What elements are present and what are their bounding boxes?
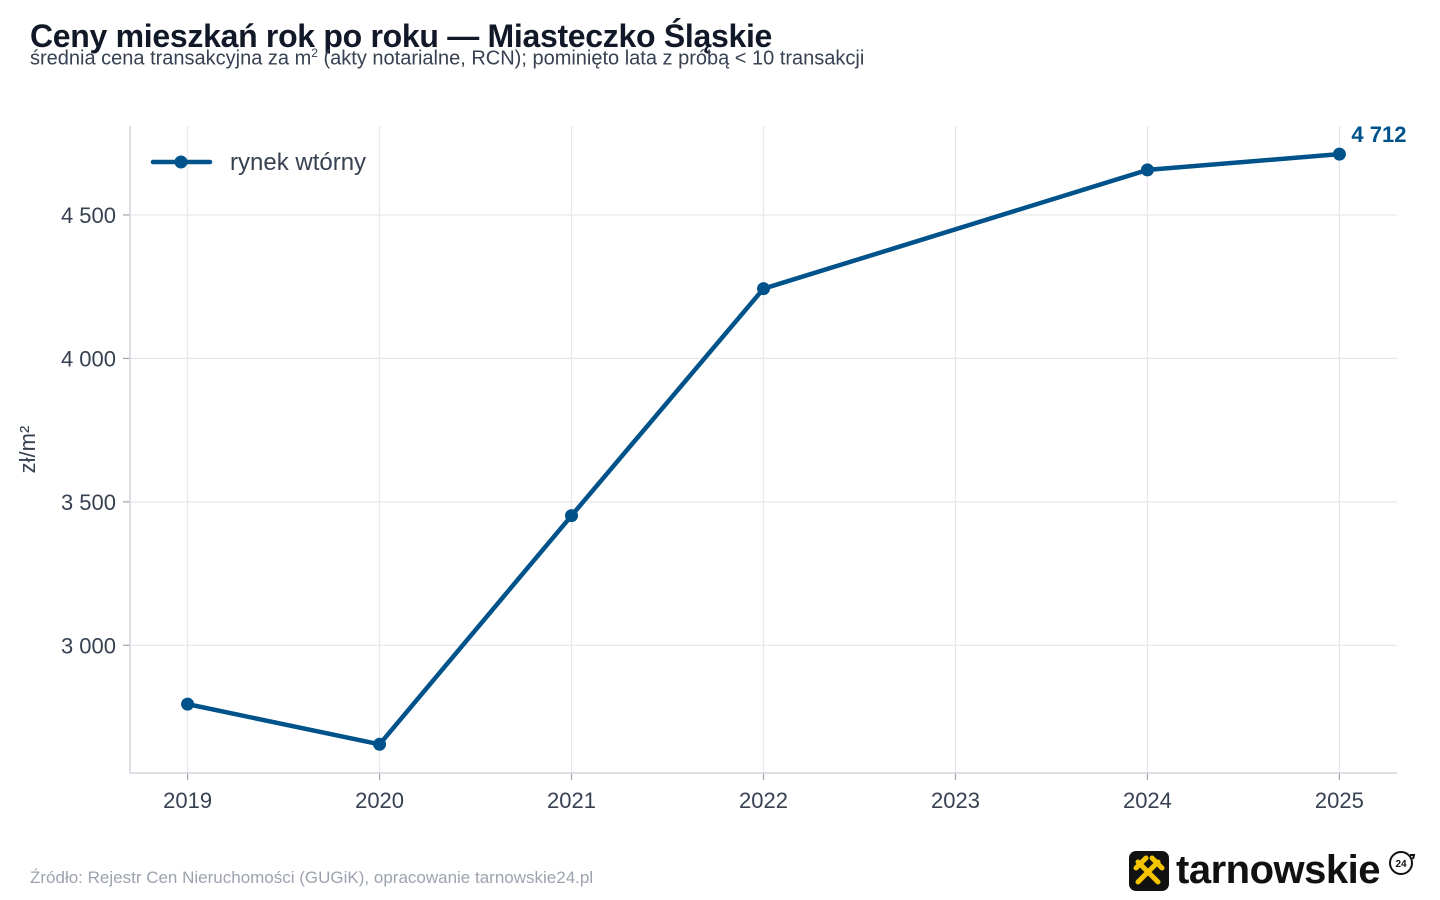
chart-series — [181, 147, 1346, 751]
chart-grid — [130, 126, 1397, 773]
subtitle-superscript: 2 — [311, 46, 318, 60]
badge-24-text: 24 — [1395, 859, 1407, 870]
source-note: Źródło: Rejestr Cen Nieruchomości (GUGiK… — [30, 868, 594, 887]
chart-labels: 2019 2020 2021 2022 2023 2024 2025 3 000 3 500 4 … — [15, 122, 1406, 813]
y-axis-label: zł/m² — [15, 426, 40, 474]
data-point — [181, 697, 195, 711]
x-tick-label: 2019 — [163, 788, 212, 813]
y-tick-label: 3 500 — [61, 490, 116, 515]
series-line — [185, 151, 1342, 747]
value-annotation: 4 712 — [1351, 122, 1406, 147]
chart-axes — [123, 126, 1397, 780]
legend-swatch-marker — [174, 155, 188, 169]
brand-name: tarnowskie — [1176, 848, 1380, 892]
y-tick-label: 3 000 — [61, 633, 116, 658]
x-tick-label: 2025 — [1315, 788, 1364, 813]
chart-title: Ceny mieszkań rok po roku — Miasteczko Ś… — [30, 18, 773, 54]
data-point — [373, 737, 387, 751]
data-point — [1332, 147, 1346, 161]
subtitle-note: (akty notarialne, RCN); pominięto lata z… — [317, 47, 865, 70]
badge-24-icon: 24 — [1389, 851, 1416, 875]
x-tick-label: 2024 — [1123, 788, 1172, 813]
data-point — [565, 509, 579, 523]
x-tick-label: 2023 — [931, 788, 980, 813]
data-point — [1140, 163, 1154, 177]
y-tick-label: 4 000 — [61, 346, 116, 371]
brand-logo: tarnowskie 24 — [1128, 846, 1418, 894]
legend-label: rynek wtórny — [230, 149, 366, 176]
x-tick-label: 2020 — [355, 788, 404, 813]
data-point — [757, 282, 770, 296]
chart-legend: rynek wtórny — [150, 149, 366, 176]
chart-subtitle: średnia cena transakcyjna za m2 (akty no… — [30, 46, 864, 71]
subtitle-text: średnia cena transakcyjna za m — [30, 47, 312, 70]
y-tick-label: 4 500 — [61, 203, 116, 228]
x-tick-label: 2022 — [739, 788, 788, 813]
x-tick-label: 2021 — [547, 788, 596, 813]
hammer-pick-icon — [1129, 851, 1169, 891]
